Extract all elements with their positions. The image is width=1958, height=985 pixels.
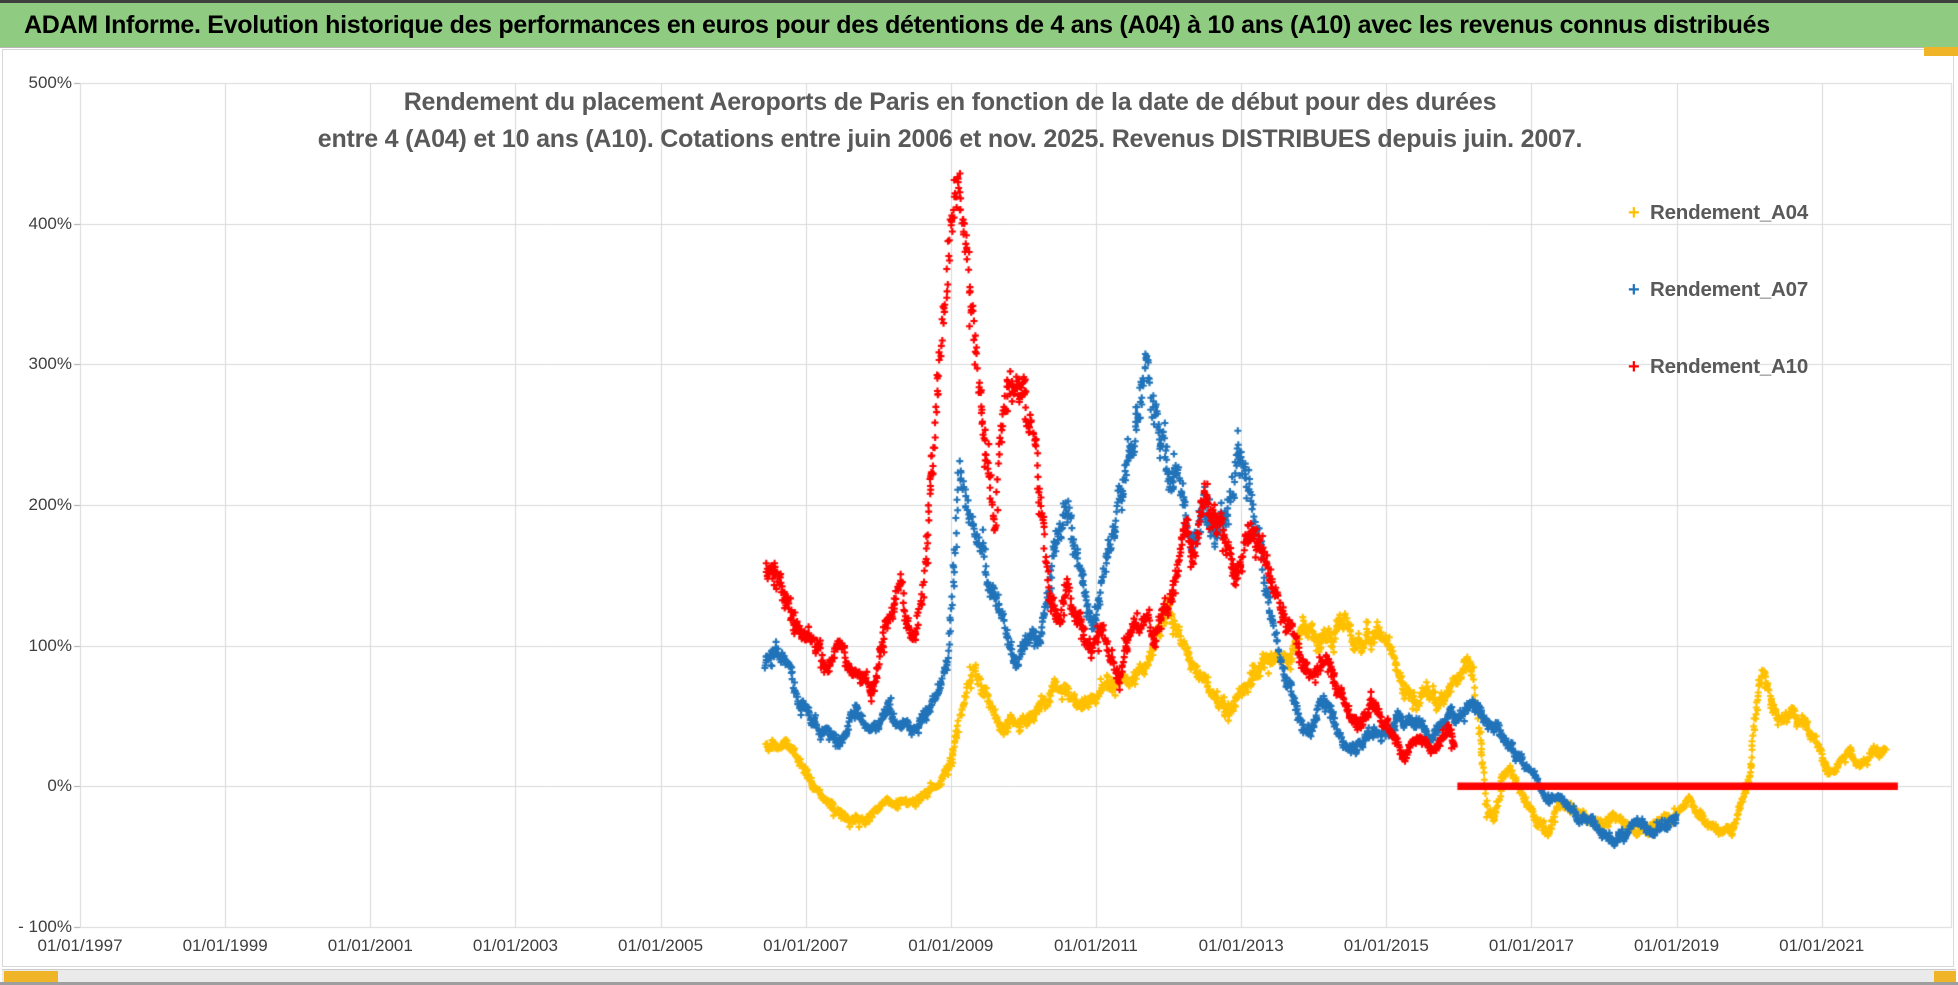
legend-item-rendement-a04[interactable]: + Rendement_A04 — [1628, 192, 1808, 234]
legend-label: Rendement_A10 — [1650, 355, 1809, 378]
legend-item-rendement-a07[interactable]: + Rendement_A07 — [1628, 269, 1808, 311]
x-axis-tick-label: 01/01/2001 — [327, 936, 413, 955]
x-axis-tick-label: 01/01/2019 — [1633, 936, 1720, 955]
legend-label: Rendement_A04 — [1650, 201, 1809, 224]
x-axis-tick-label: 01/01/2009 — [908, 936, 994, 955]
x-axis-tick-label: 01/01/2007 — [763, 936, 849, 955]
plus-marker-icon: + — [1628, 278, 1640, 301]
y-axis-tick-label: 500% — [28, 73, 72, 92]
legend-label: Rendement_A07 — [1650, 278, 1809, 301]
x-axis-tick-label: 01/01/2017 — [1488, 936, 1574, 955]
x-axis-tick-label: 01/01/2013 — [1198, 936, 1284, 955]
chart-title-line1: Rendement du placement Aeroports de Pari… — [403, 88, 1497, 116]
scrollbar-right-accent — [1934, 971, 1956, 982]
y-axis-tick-label: 0% — [47, 776, 72, 796]
y-axis-tick-label: - 100% — [18, 917, 72, 936]
plus-marker-icon: + — [1628, 201, 1640, 224]
legend-item-rendement-a10[interactable]: + Rendement_A10 — [1628, 346, 1808, 388]
horizontal-scrollbar[interactable] — [2, 969, 1956, 983]
chart-title: Rendement du placement Aeroports de Pari… — [300, 84, 1600, 158]
x-axis-tick-label: 01/01/2005 — [618, 936, 704, 955]
chart-selection-corner-handle-icon — [1924, 47, 1958, 86]
x-axis-tick-label: 01/01/1999 — [182, 936, 268, 955]
scrollbar-thumb[interactable] — [4, 971, 58, 982]
y-axis-tick-label: 300% — [28, 354, 72, 374]
x-axis-tick-label: 01/01/1997 — [37, 936, 123, 955]
x-axis-tick-label: 01/01/2015 — [1343, 936, 1429, 955]
window-bottom-edge — [0, 982, 1958, 985]
x-axis-tick-label: 01/01/2011 — [1054, 936, 1138, 955]
x-axis-tick-label: 01/01/2021 — [1779, 936, 1865, 955]
x-axis-tick-label: 01/01/2003 — [472, 936, 558, 955]
chart-legend: + Rendement_A04 + Rendement_A07 + Rendem… — [1628, 192, 1808, 423]
chart-title-line2: entre 4 (A04) et 10 ans (A10). Cotations… — [317, 125, 1583, 153]
y-axis-tick-label: 200% — [28, 495, 72, 514]
y-axis-tick-label: 100% — [28, 635, 72, 655]
plus-marker-icon: + — [1628, 355, 1640, 378]
y-axis-tick-label: 400% — [28, 213, 72, 233]
